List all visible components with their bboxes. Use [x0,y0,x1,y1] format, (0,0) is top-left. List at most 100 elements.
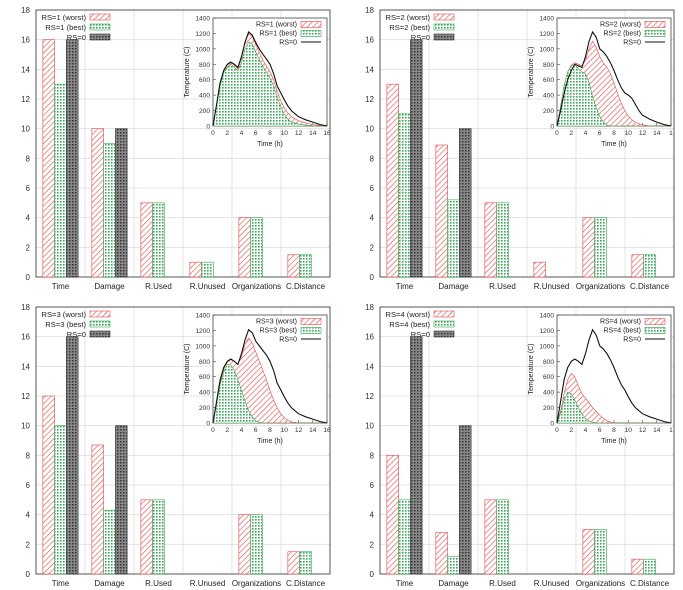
y-tick-label: 2 [26,243,31,252]
y-tick-label: 2 [370,243,375,252]
y-tick-label: 12 [21,95,30,104]
y-tick-label: 10 [365,422,374,431]
bar [386,83,399,278]
bar [447,555,460,575]
y-tick-label: 16 [21,36,30,45]
x-tick-label: Time [52,282,70,291]
inset-legend-label: RS=0 [623,40,641,47]
legend-swatch [89,33,111,41]
bar [66,336,79,575]
x-tick-label: Damage [438,282,469,291]
legend-swatch [89,310,111,318]
inset-x-tick-label: 1 [669,427,673,434]
x-tick-label: Time [52,579,70,588]
inset-x-tick-label: 14 [309,427,317,434]
inset-x-tick-label: 8 [612,130,616,137]
x-tick-label: Time [396,579,414,588]
y-tick-label: 18 [21,303,30,312]
inset-legend-label: RS=4 (best) [603,328,641,335]
legend-swatch [433,320,455,328]
x-tick-label: Organizations [232,579,281,588]
y-tick-label: 4 [26,214,31,223]
legend-label: RS=2 (worst) [385,13,430,22]
inset-temperature-plot: 0 200 400 600 800 1000 1200 1400 0 2 4 6 8 10 12 14 16 Ti… [184,313,331,446]
inset-x-tick-label: 6 [254,427,258,434]
inset-y-tick-label: 1400 [195,16,210,23]
inset-y-tick-label: 400 [199,93,210,100]
inset-line-baseline [212,30,328,127]
bar [631,558,644,575]
inset-x-tick-label: 10 [625,427,633,434]
inset-x-tick-label: 0 [211,427,215,434]
inset-y-tick-label: 0 [206,124,210,131]
inset-y-tick-label: 1000 [195,46,210,53]
inset-y-tick-label: 600 [543,77,554,84]
y-tick-label: 16 [365,333,374,342]
x-tick-label: C.Distance [630,579,670,588]
y-tick-label: 0 [370,570,375,579]
y-tick-label: 8 [370,154,375,163]
inset-y-tick-label: 0 [550,421,554,428]
legend-swatch [89,320,111,328]
bar [115,425,128,575]
inset-legend-label: RS=1 (best) [259,31,297,38]
bar [250,217,263,278]
bar [643,558,656,575]
x-tick-label: R.Used [489,579,516,588]
y-tick-label: 14 [21,362,30,371]
inset-y-axis-label: Temperature (C) [184,344,191,395]
inset-x-tick-label: 12 [295,130,303,137]
bar [533,261,546,278]
legend-swatch [433,23,455,31]
legend-label: RS=1 (best) [45,23,86,32]
bar [299,551,312,575]
x-tick-label: Organizations [232,282,281,291]
bar [496,202,509,278]
y-tick-label: 18 [21,6,30,15]
inset-y-tick-label: 0 [550,124,554,131]
inset-legend-label: RS=3 (worst) [256,319,297,326]
y-tick-label: 6 [26,184,31,193]
inset-x-tick-label: 8 [268,130,272,137]
bar [484,202,497,278]
inset-legend-label: RS=2 (best) [603,31,641,38]
inset-legend-swatch [300,30,322,37]
x-tick-label: R.Unused [534,579,570,588]
inset-y-tick-label: 1200 [539,31,554,38]
legend-swatch [89,13,111,21]
inset-x-tick-label: 2 [225,427,229,434]
inset-x-tick-label: 14 [309,130,317,137]
legend-swatch [89,330,111,338]
inset-x-tick-label: 12 [639,427,647,434]
inset-x-tick-label: 12 [639,130,647,137]
inset-x-tick-label: 4 [584,427,588,434]
bar [410,336,423,575]
inset-x-tick-label: 0 [555,427,559,434]
x-tick-label: R.Unused [534,282,570,291]
bar [582,529,595,575]
bar [459,425,472,575]
legend-label: RS=3 (best) [45,320,86,329]
legend-label: RS=0 [411,330,430,339]
bar [54,83,67,278]
y-tick-label: 12 [365,392,374,401]
inset-legend-label: RS=4 (worst) [600,319,641,326]
bar [435,532,448,575]
inset-legend-label: RS=1 (worst) [256,22,297,29]
inset-temperature-plot: 0 200 400 600 800 1000 1200 1400 0 2 4 6 8 10 12 14 16 Ti… [184,16,331,149]
inset-area-best [212,41,327,127]
inset-y-tick-label: 800 [543,359,554,366]
legend-label: RS=0 [411,33,430,42]
inset-x-tick-label: 0 [555,130,559,137]
bar [140,499,153,575]
legend-label: RS=4 (best) [389,320,430,329]
bar [238,217,251,278]
inset-x-tick-label: 10 [625,130,633,137]
inset-y-tick-label: 400 [199,390,210,397]
inset-y-tick-label: 200 [199,405,210,412]
y-tick-label: 10 [21,422,30,431]
inset-y-tick-label: 1200 [195,328,210,335]
inset-x-tick-label: 4 [584,130,588,137]
